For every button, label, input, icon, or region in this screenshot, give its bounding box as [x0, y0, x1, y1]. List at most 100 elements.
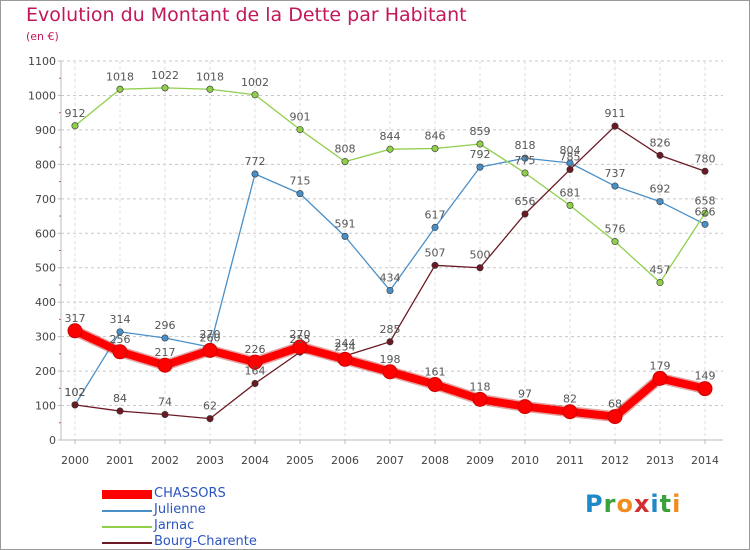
y-tick-label: 700 [35, 193, 56, 206]
data-label-bourg-charente: 285 [380, 323, 401, 336]
data-label-julienne: 804 [560, 144, 581, 157]
x-tick-label: 2000 [61, 454, 89, 467]
data-label-bourg-charente: 244 [335, 337, 356, 350]
data-label-jarnac: 658 [695, 194, 716, 207]
data-label-chassors: 226 [245, 343, 266, 356]
data-point-bourg-charente [701, 167, 709, 175]
data-label-bourg-charente: 656 [515, 195, 536, 208]
data-point-chassors [607, 409, 623, 425]
data-label-julienne: 792 [470, 148, 491, 161]
data-point-chassors [157, 357, 173, 373]
data-point-julienne [611, 182, 619, 190]
legend-swatch-jarnac [102, 526, 152, 528]
data-point-bourg-charente [521, 210, 529, 218]
x-tick-label: 2003 [196, 454, 224, 467]
y-tick-label: 0 [49, 434, 56, 447]
legend-label-chassors: CHASSORS [154, 486, 226, 501]
data-point-julienne [431, 223, 439, 231]
legend-label-jarnac: Jarnac [154, 518, 195, 533]
data-point-jarnac [206, 85, 214, 93]
data-label-chassors: 97 [518, 388, 532, 401]
data-label-bourg-charente: 507 [425, 246, 446, 259]
logo-letter: P [585, 490, 604, 518]
logo-letter: i [672, 490, 682, 518]
data-point-bourg-charente [476, 264, 484, 272]
data-label-bourg-charente: 102 [65, 386, 86, 399]
data-label-julienne: 772 [245, 155, 266, 168]
data-point-bourg-charente [431, 261, 439, 269]
data-point-jarnac [656, 279, 664, 287]
data-label-jarnac: 576 [605, 223, 626, 236]
data-label-chassors: 161 [425, 366, 446, 379]
data-label-jarnac: 901 [290, 111, 311, 124]
data-point-bourg-charente [611, 122, 619, 130]
data-label-jarnac: 846 [425, 130, 446, 143]
data-label-chassors: 256 [110, 333, 131, 346]
data-label-jarnac: 912 [65, 107, 86, 120]
data-point-bourg-charente [656, 151, 664, 159]
y-tick-label: 300 [35, 331, 56, 344]
proxiti-logo: Proxiti [585, 490, 681, 518]
data-label-jarnac: 1022 [151, 69, 179, 82]
data-point-julienne [521, 154, 529, 162]
data-label-julienne: 296 [155, 319, 176, 332]
x-tick-label: 2004 [241, 454, 269, 467]
data-point-bourg-charente [161, 411, 169, 419]
axes: 0 100 200 300 400 500 600 700 800 900 1000 1100 2000… [28, 55, 723, 467]
data-point-chassors [337, 351, 353, 367]
x-tick-label: 2002 [151, 454, 179, 467]
data-point-bourg-charente [206, 415, 214, 423]
legend-label-julienne: Julienne [154, 502, 206, 517]
data-label-julienne: 270 [200, 328, 221, 341]
data-label-jarnac: 775 [515, 154, 536, 167]
x-tick-label: 2013 [646, 454, 674, 467]
data-label-julienne: 434 [380, 271, 401, 284]
data-point-jarnac [296, 126, 304, 134]
grid [61, 60, 723, 441]
data-label-julienne: 314 [110, 313, 131, 326]
data-label-bourg-charente: 785 [560, 151, 581, 164]
data-label-julienne: 692 [650, 183, 671, 196]
data-label-chassors: 234 [335, 340, 356, 353]
data-point-chassors [202, 342, 218, 358]
data-point-bourg-charente [566, 166, 574, 174]
data-point-julienne [251, 170, 259, 178]
x-tick-label: 2006 [331, 454, 359, 467]
data-label-bourg-charente: 164 [245, 364, 266, 377]
data-point-jarnac [386, 145, 394, 153]
data-label-bourg-charente: 62 [203, 400, 217, 413]
data-label-julienne: 591 [335, 217, 356, 230]
data-point-julienne [296, 190, 304, 198]
data-point-chassors [697, 381, 713, 397]
data-label-julienne: 737 [605, 167, 626, 180]
data-label-chassors: 118 [470, 380, 491, 393]
data-label-jarnac: 457 [650, 264, 671, 277]
data-label-bourg-charente: 826 [650, 136, 671, 149]
data-point-jarnac [476, 140, 484, 148]
x-tick-label: 2008 [421, 454, 449, 467]
data-point-jarnac [71, 122, 79, 130]
data-label-chassors: 317 [65, 312, 86, 325]
x-tick-label: 2001 [106, 454, 134, 467]
data-labels: 102 314 296 270 772 715 591 434 617 792 818 804 737 6… [65, 69, 716, 413]
data-label-julienne: 626 [695, 205, 716, 218]
data-label-jarnac: 1018 [106, 70, 134, 83]
data-point-chassors [112, 344, 128, 360]
legend-swatch-julienne [102, 510, 152, 512]
y-tick-label: 200 [35, 365, 56, 378]
data-point-chassors [382, 364, 398, 380]
y-tick-label: 900 [35, 124, 56, 137]
data-label-chassors: 198 [380, 353, 401, 366]
data-label-chassors: 217 [155, 346, 176, 359]
data-point-bourg-charente [116, 407, 124, 415]
data-label-jarnac: 808 [335, 143, 356, 156]
data-point-jarnac [521, 169, 529, 177]
data-label-bourg-charente: 500 [470, 249, 491, 262]
y-tick-label: 100 [35, 400, 56, 413]
data-point-jarnac [116, 85, 124, 93]
y-tick-label: 800 [35, 158, 56, 171]
data-label-jarnac: 844 [380, 130, 401, 143]
data-label-bourg-charente: 780 [695, 152, 716, 165]
